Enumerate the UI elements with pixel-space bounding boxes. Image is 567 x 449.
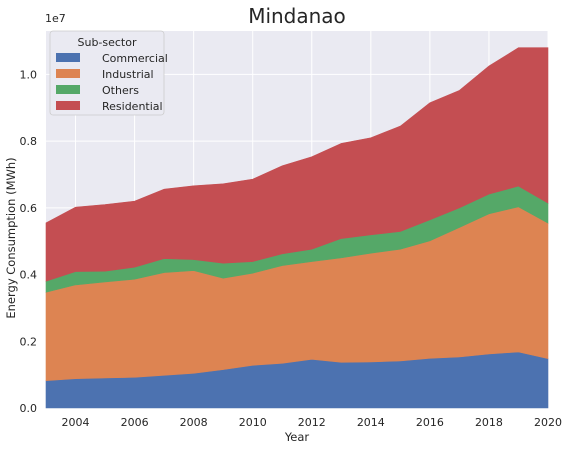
x-tick-label: 2004: [62, 416, 90, 429]
y-axis-label: Energy Consumption (MWh): [4, 157, 18, 318]
legend: Sub-sector Commercial Industrial Others Res…: [49, 30, 168, 116]
legend-swatch-industrial: [56, 69, 80, 78]
legend-swatch-commercial: [56, 53, 80, 62]
x-tick-label: 2006: [121, 416, 149, 429]
x-tick-label: 2016: [416, 416, 444, 429]
x-tick-label: 2020: [534, 416, 562, 429]
legend-items: Commercial Industrial Others Residential: [56, 52, 168, 113]
y-offset-label: 1e7: [45, 12, 66, 25]
y-tick-label: 0.6: [20, 202, 38, 215]
y-tick-labels: 0.0 0.2 0.4 0.6 0.8 1.0: [20, 68, 38, 415]
y-tick-label: 1.0: [20, 68, 38, 81]
x-tick-label: 2010: [239, 416, 267, 429]
legend-title: Sub-sector: [77, 36, 136, 49]
legend-swatch-residential: [56, 101, 80, 110]
y-tick-label: 0.0: [20, 402, 38, 415]
legend-label-commercial: Commercial: [102, 52, 168, 65]
x-tick-label: 2008: [180, 416, 208, 429]
x-tick-labels: 2004 2006 2008 2010 2012 2014 2016 2018 2020: [62, 416, 562, 429]
legend-swatch-others: [56, 85, 80, 94]
x-tick-label: 2018: [475, 416, 503, 429]
chart-title: Mindanao: [248, 4, 346, 28]
x-tick-label: 2014: [357, 416, 385, 429]
y-tick-label: 0.2: [20, 335, 38, 348]
x-tick-label: 2012: [298, 416, 326, 429]
legend-label-industrial: Industrial: [102, 68, 154, 81]
x-axis-label: Year: [284, 430, 310, 444]
area-residential: [45, 47, 549, 282]
legend-label-others: Others: [102, 84, 139, 97]
area-layers: [45, 47, 549, 409]
legend-label-residential: Residential: [102, 100, 163, 113]
y-tick-label: 0.8: [20, 135, 38, 148]
y-tick-label: 0.4: [20, 269, 38, 282]
